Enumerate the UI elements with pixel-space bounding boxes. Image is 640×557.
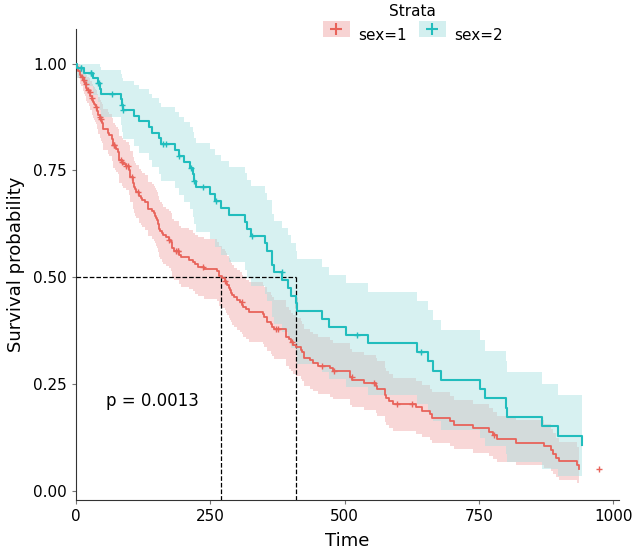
Legend: sex=1, sex=2: sex=1, sex=2	[323, 4, 502, 43]
Y-axis label: Survival probability: Survival probability	[7, 177, 25, 352]
Text: p = 0.0013: p = 0.0013	[106, 392, 198, 409]
X-axis label: Time: Time	[325, 532, 369, 550]
